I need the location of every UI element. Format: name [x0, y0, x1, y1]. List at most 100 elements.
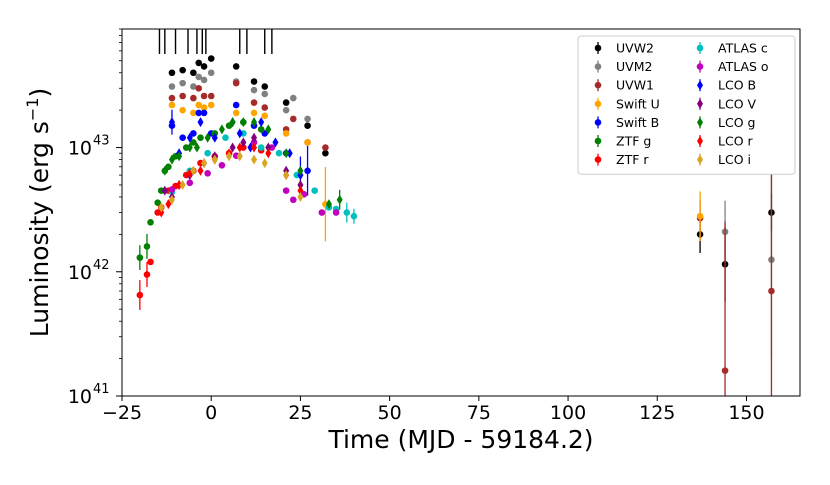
data-point: [207, 101, 215, 109]
data-point: [200, 76, 208, 84]
x-tick-label: 75: [467, 402, 491, 424]
data-point: [272, 137, 279, 148]
data-point: [168, 186, 176, 193]
data-point: [207, 92, 215, 100]
legend-item: UVW1: [594, 78, 654, 93]
data-point: [225, 122, 233, 129]
x-tick-label: 25: [288, 402, 312, 424]
y-tick-label: 10: [68, 262, 92, 284]
legend-marker: [594, 156, 602, 163]
y-tick-exponent: 42: [93, 258, 110, 273]
data-point: [201, 158, 208, 169]
data-point: [186, 132, 193, 143]
legend-label: Swift B: [616, 115, 659, 130]
legend-marker: [697, 117, 703, 128]
series-lco-i: [158, 151, 304, 213]
data-point: [322, 149, 329, 157]
data-point: [179, 179, 186, 190]
data-point: [229, 142, 236, 153]
data-point: [158, 207, 165, 218]
data-point: [190, 165, 197, 176]
data-point: [168, 154, 175, 165]
data-point: [261, 112, 269, 120]
data-point: [232, 109, 240, 117]
x-tick-label: 0: [205, 402, 217, 424]
legend-marker: [696, 44, 704, 52]
data-point: [250, 99, 258, 106]
data-point: [261, 83, 269, 90]
data-point: [297, 179, 304, 190]
data-point: [304, 122, 311, 129]
y-tick-exponent: 41: [93, 382, 110, 397]
data-point: [286, 148, 293, 159]
data-point: [200, 63, 208, 70]
data-point: [143, 271, 151, 278]
data-point: [179, 134, 186, 142]
data-point: [304, 167, 311, 175]
data-point: [304, 115, 311, 123]
legend-label: UVW1: [616, 78, 654, 93]
data-point: [168, 101, 176, 109]
legend-item: Swift B: [594, 115, 659, 130]
legend-item: ZTF r: [594, 152, 649, 167]
y-axis-label: Luminosity (erg s−1): [23, 88, 54, 337]
data-point: [265, 124, 272, 135]
data-point: [190, 130, 197, 137]
y-axis-label-sup: −1: [23, 98, 42, 122]
legend-marker: [696, 63, 704, 70]
legend-label: LCO g: [718, 115, 755, 130]
data-point: [168, 69, 176, 77]
data-point: [325, 199, 332, 210]
data-point: [147, 258, 154, 266]
data-point: [190, 69, 197, 77]
legend-item: LCO V: [697, 96, 757, 111]
data-point: [161, 185, 168, 196]
data-point: [282, 187, 290, 194]
data-point: [190, 109, 197, 117]
data-point: [195, 84, 203, 92]
legend-marker: [594, 44, 602, 52]
data-point: [251, 154, 258, 165]
y-tick-base: 10: [68, 262, 92, 284]
legend-item: UVW2: [594, 41, 654, 56]
data-point: [147, 219, 154, 226]
data-point: [258, 117, 265, 128]
data-point: [265, 142, 272, 153]
data-point: [768, 287, 775, 295]
data-point: [251, 132, 258, 143]
legend-label: LCO B: [718, 78, 756, 93]
legend-label: ZTF g: [616, 134, 651, 149]
x-tick-label: 100: [550, 402, 586, 424]
data-point: [211, 154, 218, 165]
legend-label: LCO V: [718, 96, 757, 111]
data-point: [211, 132, 218, 143]
data-point: [158, 202, 165, 213]
data-point: [343, 209, 351, 216]
data-point: [222, 134, 229, 142]
y-axis-label-close: ): [25, 88, 54, 98]
legend-box: [577, 35, 796, 175]
legend-item: ZTF g: [594, 134, 651, 149]
data-point: [250, 86, 258, 94]
data-point: [297, 191, 304, 202]
data-point: [261, 104, 269, 111]
data-point: [197, 134, 204, 142]
legend-item: ATLAS o: [696, 59, 769, 74]
legend-label: Swift U: [616, 96, 660, 111]
y-axis-label-base: Luminosity (erg s: [25, 121, 54, 337]
legend-marker: [594, 100, 602, 108]
y-tick-label: 10: [68, 386, 92, 408]
legend-item: LCO i: [697, 152, 751, 167]
y-tick-base: 10: [68, 138, 92, 160]
data-point: [195, 101, 203, 109]
data-point: [204, 132, 211, 143]
data-point: [143, 243, 151, 250]
data-point: [190, 94, 197, 102]
data-point: [236, 151, 243, 162]
data-point: [251, 117, 258, 128]
data-point: [190, 139, 197, 146]
legend-item: LCO B: [697, 78, 756, 93]
data-point: [282, 106, 290, 114]
data-point: [179, 92, 186, 100]
